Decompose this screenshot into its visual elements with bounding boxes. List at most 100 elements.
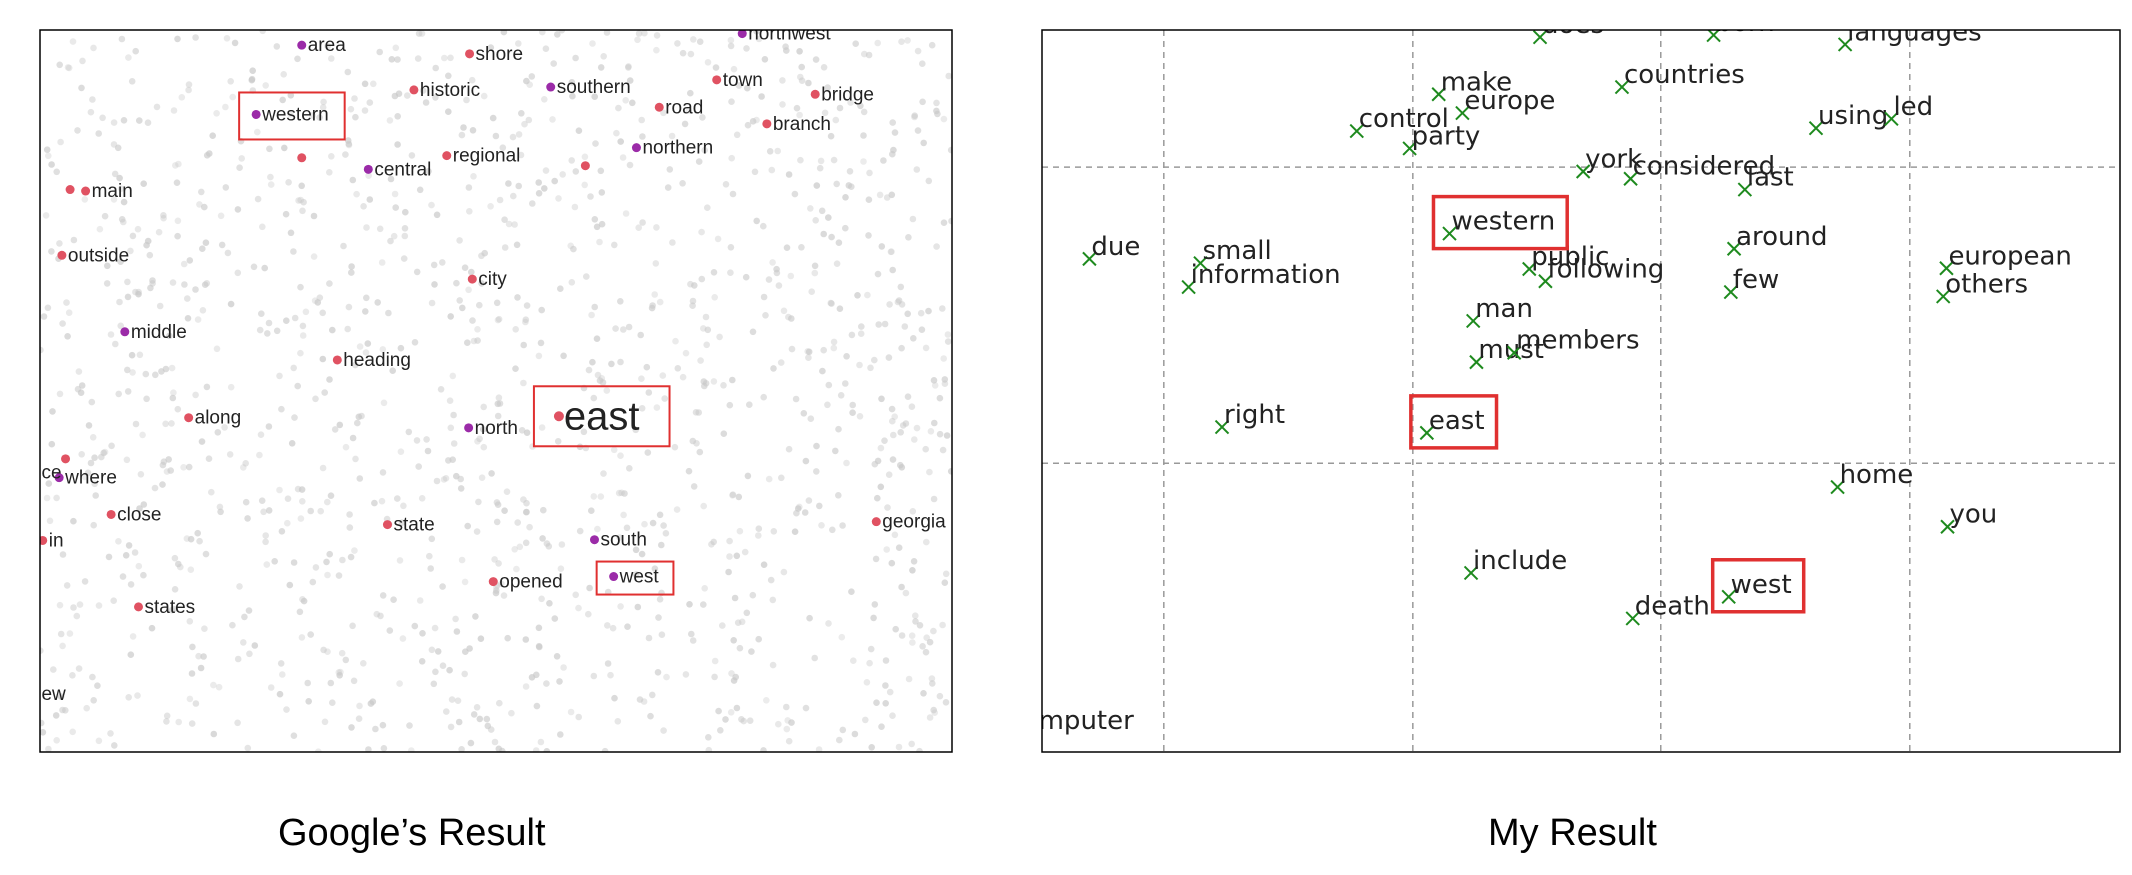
background-point <box>419 630 426 637</box>
background-point <box>510 192 517 200</box>
background-point <box>933 243 940 250</box>
background-point <box>127 581 135 588</box>
background-point <box>603 387 611 394</box>
background-point <box>636 696 644 703</box>
background-point <box>792 395 800 403</box>
background-point <box>194 529 201 537</box>
background-points <box>40 30 952 752</box>
background-point <box>554 31 561 38</box>
background-point <box>568 157 575 164</box>
background-point <box>324 42 331 50</box>
background-point <box>321 389 329 396</box>
background-point <box>842 380 849 387</box>
background-point <box>351 95 358 102</box>
background-point <box>107 331 115 338</box>
background-point <box>139 431 146 439</box>
label-middle: middle <box>131 322 187 343</box>
background-point <box>659 372 667 379</box>
marker-europe <box>1455 105 1470 121</box>
background-point <box>392 44 400 52</box>
background-point <box>198 438 206 445</box>
label-road: road <box>665 97 703 118</box>
background-point <box>588 507 595 514</box>
label-west: west <box>619 567 660 588</box>
background-point <box>685 107 692 115</box>
background-point <box>312 564 320 571</box>
background-point <box>394 56 401 63</box>
background-point <box>575 127 583 134</box>
background-point <box>501 244 509 251</box>
background-point <box>555 195 562 202</box>
background-point <box>89 673 96 681</box>
background-point <box>125 542 133 549</box>
label-control: control <box>1359 104 1449 134</box>
background-point <box>796 111 803 119</box>
marker-members <box>1506 345 1522 360</box>
background-point <box>878 243 886 250</box>
background-point <box>836 305 844 313</box>
background-point <box>445 457 452 464</box>
background-point <box>372 725 379 733</box>
background-point <box>273 327 281 335</box>
marker-led <box>1884 111 1899 127</box>
background-point <box>271 558 279 565</box>
background-point <box>864 291 871 299</box>
background-point <box>581 181 588 189</box>
background-point <box>769 661 777 669</box>
background-point <box>198 188 205 196</box>
label-state: state <box>393 515 434 536</box>
background-point <box>249 67 256 74</box>
background-point <box>226 451 234 458</box>
background-point <box>309 112 316 119</box>
background-point <box>842 194 849 201</box>
background-point <box>56 61 63 69</box>
background-point <box>849 409 856 417</box>
background-point <box>344 137 352 144</box>
background-point <box>400 502 407 510</box>
background-point <box>242 460 249 467</box>
background-point <box>944 338 952 345</box>
background-point <box>329 326 336 334</box>
background-point <box>408 152 416 159</box>
background-point <box>722 181 730 188</box>
background-point <box>523 302 531 309</box>
background-point <box>940 355 947 362</box>
background-point <box>877 444 885 452</box>
background-point <box>185 86 192 94</box>
background-point <box>689 302 696 310</box>
background-point <box>691 282 698 289</box>
background-point <box>513 565 520 573</box>
background-point <box>634 36 641 44</box>
background-point <box>586 584 593 592</box>
background-point <box>316 114 323 121</box>
background-point <box>919 643 926 650</box>
background-point <box>689 637 697 644</box>
background-point <box>394 113 402 120</box>
background-point <box>178 94 186 101</box>
background-point <box>749 591 757 599</box>
background-point <box>432 64 440 72</box>
label-york: york <box>1585 145 1642 175</box>
background-point <box>736 527 744 535</box>
background-point <box>377 612 384 620</box>
background-point <box>428 299 436 307</box>
background-point <box>674 40 681 47</box>
background-point <box>898 38 905 45</box>
background-point <box>478 474 486 482</box>
background-point <box>74 127 81 134</box>
background-point <box>290 364 298 372</box>
background-point <box>367 700 375 707</box>
background-point <box>551 177 558 185</box>
background-point <box>499 144 507 151</box>
background-point <box>523 499 530 507</box>
background-point <box>888 559 896 567</box>
background-point <box>897 429 904 436</box>
background-point <box>427 565 435 572</box>
background-point <box>736 644 744 652</box>
background-point <box>788 719 795 726</box>
background-point <box>111 742 118 749</box>
background-point <box>617 138 624 145</box>
background-point <box>114 144 122 152</box>
background-point <box>194 316 202 323</box>
background-point <box>917 309 925 317</box>
